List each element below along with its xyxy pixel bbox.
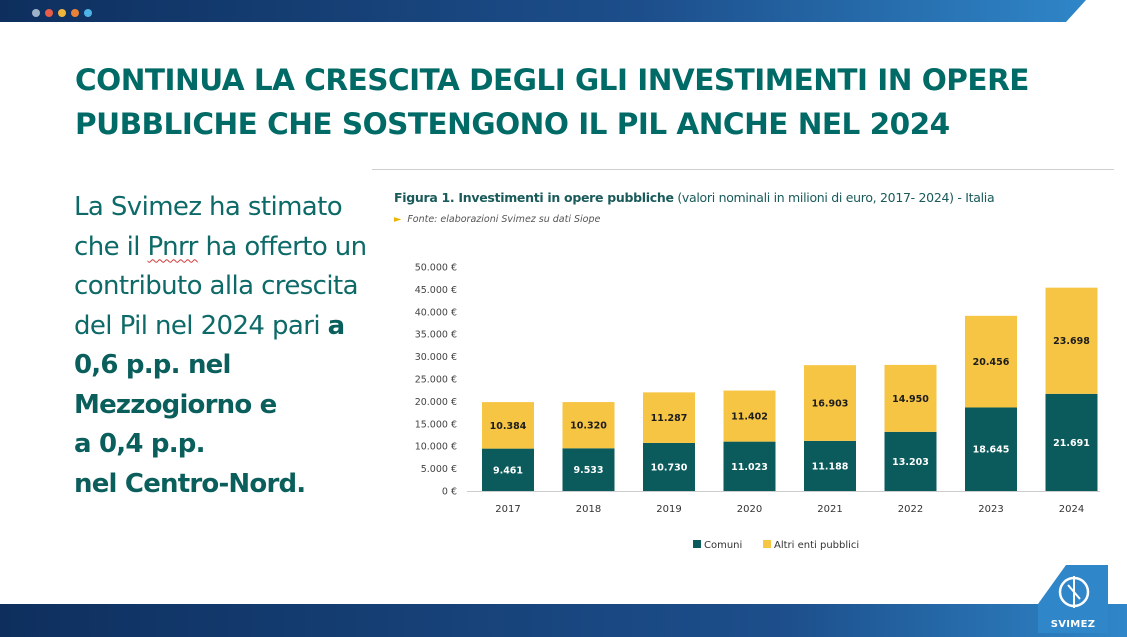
data-label: 13.203 [892,457,929,468]
y-tick-label: 45.000 € [415,285,457,296]
x-tick-label: 2019 [656,504,681,515]
figure-title: Figura 1. Investimenti in opere pubblich… [394,190,1114,205]
stacked-bar-chart: 0 € 5.000 € 10.000 € 15.000 € 20.000 € 25.000… [415,263,1100,551]
data-label: 9.461 [493,465,523,476]
chart-divider [372,169,1114,170]
data-label: 11.188 [812,461,849,472]
body-text-part: La Svimez ha stimato che il [74,192,343,262]
bar-altri-enti [1045,287,1098,394]
data-label: 10.384 [490,421,527,432]
data-label: 23.698 [1053,336,1090,347]
data-label: 11.402 [731,412,768,423]
slide-title: CONTINUA LA CRESCITA DEGLI GLI INVESTIME… [75,63,1029,141]
triangle-icon: ► [394,214,402,225]
y-tick-label: 15.000 € [415,419,457,430]
y-tick-label: 0 € [442,487,457,498]
data-label: 16.903 [812,399,849,410]
data-label: 11.023 [731,462,768,473]
data-label: 11.287 [651,413,688,424]
bar-altri-enti [804,365,856,441]
svimez-logo [1038,565,1108,633]
data-label: 14.950 [892,394,929,405]
data-label: 18.645 [973,445,1010,456]
bar-comuni [965,407,1017,491]
x-tick-label: 2021 [817,504,842,515]
body-highlight: a 0,4 p.p. [74,429,205,459]
data-label: 10.320 [570,421,607,432]
figure-title-bold: Figura 1. Investimenti in opere pubblich… [394,190,674,205]
x-tick-label: 2023 [978,504,1003,515]
bar-comuni [884,431,937,491]
bar-altri-enti [482,402,534,449]
legend-label: Altri enti pubblici [774,540,859,551]
bar-comuni [1045,393,1098,491]
data-label: 10.730 [651,462,688,473]
legend-label: Comuni [704,540,742,551]
dot-icon [84,9,92,17]
figure-title-rest: (valori nominali in milioni di euro, 201… [673,190,995,205]
bar-altri-enti [562,402,615,449]
y-tick-label: 30.000 € [415,352,457,363]
y-tick-label: 5.000 € [421,464,457,475]
top-band [0,0,1127,22]
dot-icon [58,9,66,17]
figure-source: ► Fonte: elaborazioni Svimez su dati Siop… [394,214,600,225]
data-label: 9.533 [573,465,603,476]
body-text: La Svimez ha stimato che il Pnrr ha offe… [74,188,374,504]
dot-icon [32,9,40,17]
legend-swatch [763,540,771,548]
bar-altri-enti [643,392,695,443]
bottom-band [0,604,1127,637]
bar-comuni [562,448,615,491]
bar-comuni [723,441,776,491]
window-dots [32,9,92,17]
dot-icon [45,9,53,17]
y-tick-label: 10.000 € [415,442,457,453]
bar-comuni [643,442,695,491]
bar-altri-enti [723,390,776,442]
bar-comuni [804,440,856,491]
body-text-pnrr: Pnrr [147,231,199,262]
x-tick-label: 2020 [737,504,762,515]
x-tick-label: 2018 [576,504,601,515]
y-tick-label: 25.000 € [415,375,457,386]
y-tick-label: 20.000 € [415,397,457,408]
x-tick-label: 2022 [898,504,923,515]
data-label: 21.691 [1053,438,1090,449]
y-tick-label: 40.000 € [415,307,457,318]
figure-source-text: Fonte: elaborazioni Svimez su dati Siope [407,214,601,225]
body-highlight: nel Centro-Nord. [74,468,306,499]
dot-icon [71,9,79,17]
body-highlight: a 0,6 p.p. nel Mezzogiorno e [74,310,345,420]
bar-altri-enti [884,364,937,432]
x-tick-label: 2017 [495,504,520,515]
y-tick-label: 50.000 € [415,263,457,274]
bar-comuni [482,448,534,491]
body-text-part: ha offerto un contributo alla crescita d… [74,231,367,341]
x-tick-label: 2024 [1059,504,1084,515]
legend-swatch [693,540,701,548]
y-tick-label: 35.000 € [415,330,457,341]
bar-altri-enti [965,315,1017,408]
data-label: 20.456 [973,357,1010,368]
logo-text: SVIMEZ [1050,619,1096,630]
